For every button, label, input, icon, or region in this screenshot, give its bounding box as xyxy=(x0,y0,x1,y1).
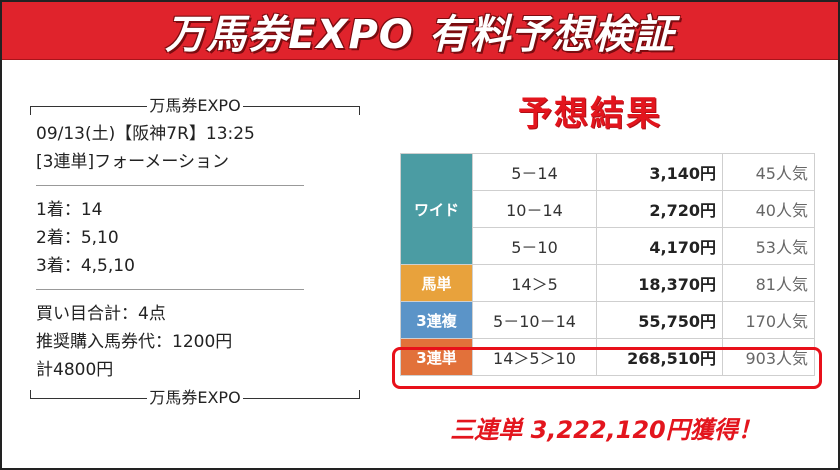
ticket-price: 推奨購入馬券代：1200円 xyxy=(36,332,233,352)
popularity-cell: 45人気 xyxy=(722,153,815,191)
bottom-message: 三連単 3,222,120円獲得！ xyxy=(450,416,762,444)
popularity-cell: 53人気 xyxy=(722,227,815,265)
table-row: 馬単 14＞5 18,370円 81人気 xyxy=(400,264,815,302)
ticket-bet-type: [3連単]フォーメーション xyxy=(36,152,230,172)
ticket-top-bracket: 万馬券EXPO xyxy=(30,92,361,120)
divider xyxy=(36,289,304,290)
bet-type-wide: ワイド xyxy=(400,153,473,265)
payout-cell: 268,510円 xyxy=(596,338,723,376)
ticket-second-place: 2着：5,10 xyxy=(36,228,119,248)
ticket-points: 買い目合計：4点 xyxy=(36,304,166,324)
payout-cell: 3,140円 xyxy=(596,153,723,191)
banner-title: 万馬券EXPO 有料予想検証 xyxy=(165,11,675,58)
combo-cell: 10－14 xyxy=(472,190,597,228)
ticket-first-place: 1着：14 xyxy=(36,200,103,220)
ticket-bottom-bracket: 万馬券EXPO xyxy=(30,384,361,412)
ticket-panel: 万馬券EXPO 09/13(土)【阪神7R】13:25 [3連単]フォーメーショ… xyxy=(30,92,361,452)
combo-cell: 14＞5＞10 xyxy=(472,338,597,376)
highlight-box xyxy=(392,347,822,389)
bet-type-sanrentan: 3連単 xyxy=(400,338,473,376)
combo-cell: 5－14 xyxy=(472,153,597,191)
table-row: 3連複 5－10－14 55,750円 170人気 xyxy=(400,301,815,339)
results-table: ワイド 5－14 3,140円 45人気 10－14 2,720円 40人気 5… xyxy=(400,153,815,376)
popularity-cell: 903人気 xyxy=(722,338,815,376)
bet-type-umatan: 馬単 xyxy=(400,264,473,302)
combo-cell: 14＞5 xyxy=(472,264,597,302)
table-row: 3連単 14＞5＞10 268,510円 903人気 xyxy=(400,338,815,376)
ticket-date-race: 09/13(土)【阪神7R】13:25 xyxy=(36,124,255,144)
payout-cell: 18,370円 xyxy=(596,264,723,302)
ticket-brand-top: 万馬券EXPO xyxy=(149,96,241,115)
popularity-cell: 40人気 xyxy=(722,190,815,228)
divider xyxy=(36,185,304,186)
ticket-brand-bottom: 万馬券EXPO xyxy=(149,388,241,407)
ticket-third-place: 3着：4,5,10 xyxy=(36,256,135,276)
payout-cell: 4,170円 xyxy=(596,227,723,265)
bet-type-sanrenpuku: 3連複 xyxy=(400,301,473,339)
results-title: 予想結果 xyxy=(518,94,662,134)
popularity-cell: 170人気 xyxy=(722,301,815,339)
combo-cell: 5－10－14 xyxy=(472,301,597,339)
table-row: 5－10 4,170円 53人気 xyxy=(401,227,815,265)
combo-cell: 5－10 xyxy=(472,227,597,265)
header-banner: 万馬券EXPO 有料予想検証 xyxy=(2,2,838,60)
payout-cell: 55,750円 xyxy=(596,301,723,339)
popularity-cell: 81人気 xyxy=(722,264,815,302)
payout-cell: 2,720円 xyxy=(596,190,723,228)
ticket-total: 計4800円 xyxy=(36,360,114,380)
table-row: ワイド 5－14 3,140円 45人気 xyxy=(400,153,815,265)
